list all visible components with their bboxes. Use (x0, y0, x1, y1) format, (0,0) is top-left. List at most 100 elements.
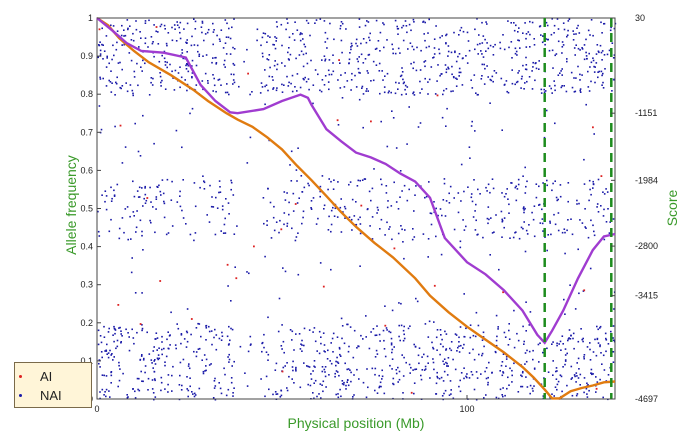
nai-point (221, 331, 223, 334)
nai-point (186, 331, 189, 334)
nai-point (551, 92, 553, 94)
nai-point (484, 370, 486, 373)
nai-point (605, 339, 608, 341)
point-layer (97, 18, 617, 401)
nai-point (525, 37, 527, 40)
nai-point (435, 382, 438, 385)
nai-point (292, 33, 294, 35)
nai-point (180, 334, 183, 336)
nai-point (101, 388, 104, 391)
nai-point (103, 374, 105, 377)
nai-point (458, 385, 460, 388)
nai-point (161, 54, 163, 57)
nai-point (525, 33, 528, 35)
nai-point (320, 342, 322, 345)
nai-point (275, 40, 277, 42)
nai-point (444, 389, 447, 392)
nai-point (493, 231, 495, 233)
nai-point (181, 209, 183, 212)
nai-point (401, 71, 404, 73)
nai-point (189, 385, 191, 388)
nai-point (402, 82, 405, 85)
nai-point (265, 375, 268, 378)
nai-point (179, 190, 181, 193)
nai-point (203, 180, 205, 182)
nai-point (291, 378, 293, 380)
nai-point (134, 397, 137, 399)
nai-point (343, 342, 346, 345)
nai-point (340, 74, 342, 76)
nai-point (269, 201, 272, 204)
nai-point (288, 36, 291, 39)
nai-point (197, 348, 200, 350)
nai-point (600, 70, 603, 73)
nai-point (213, 84, 216, 87)
nai-point (263, 346, 265, 349)
nai-point (432, 348, 435, 350)
nai-point (575, 381, 577, 383)
nai-point (535, 67, 538, 70)
nai-point (169, 344, 171, 346)
nai-point (120, 330, 122, 332)
nai-point (284, 199, 287, 201)
nai-point (572, 30, 574, 32)
nai-point (314, 69, 317, 71)
nai-point (303, 186, 306, 189)
nai-point (330, 230, 332, 233)
nai-point (414, 346, 417, 348)
nai-point (501, 394, 503, 396)
nai-point (408, 188, 410, 191)
nai-point (391, 358, 394, 360)
nai-point (435, 207, 437, 210)
nai-point (475, 371, 478, 373)
nai-point (362, 338, 364, 340)
nai-point (121, 162, 124, 164)
nai-point (393, 181, 395, 184)
nai-point (109, 81, 112, 83)
nai-point (583, 354, 586, 356)
nai-point (612, 57, 615, 59)
nai-point (561, 231, 564, 234)
nai-point (195, 84, 198, 86)
nai-point (324, 41, 327, 43)
nai-point (468, 146, 471, 148)
nai-point (532, 390, 534, 392)
nai-point (497, 328, 499, 330)
nai-point (198, 347, 201, 350)
nai-point (374, 373, 376, 376)
nai-point (420, 378, 423, 381)
nai-point (364, 58, 367, 60)
nai-point (570, 378, 573, 380)
nai-point (551, 343, 553, 345)
nai-point (104, 391, 106, 393)
nai-point (266, 41, 268, 43)
nai-point (601, 50, 604, 52)
nai-point (541, 208, 543, 211)
ai-point (322, 285, 325, 288)
nai-point (492, 187, 495, 190)
nai-point (223, 367, 225, 370)
nai-point (524, 207, 526, 210)
nai-point (111, 58, 113, 61)
nai-point (97, 210, 99, 213)
nai-point (590, 61, 593, 64)
nai-point (443, 370, 446, 373)
nai-point (378, 386, 380, 389)
nai-point (514, 47, 517, 50)
nai-point (226, 335, 229, 338)
legend-label-ai: AI (40, 368, 53, 384)
nai-point (472, 216, 475, 218)
nai-point (380, 178, 382, 181)
nai-point (415, 69, 418, 72)
nai-point (280, 23, 283, 26)
nai-point (215, 334, 218, 336)
nai-point (125, 328, 127, 331)
nai-point (485, 394, 487, 396)
vline-layer (543, 18, 613, 399)
nai-point (332, 206, 334, 209)
nai-point (397, 381, 399, 383)
nai-point (556, 388, 558, 391)
nai-point (175, 40, 178, 42)
nai-point (402, 241, 404, 243)
nai-point (131, 257, 133, 259)
